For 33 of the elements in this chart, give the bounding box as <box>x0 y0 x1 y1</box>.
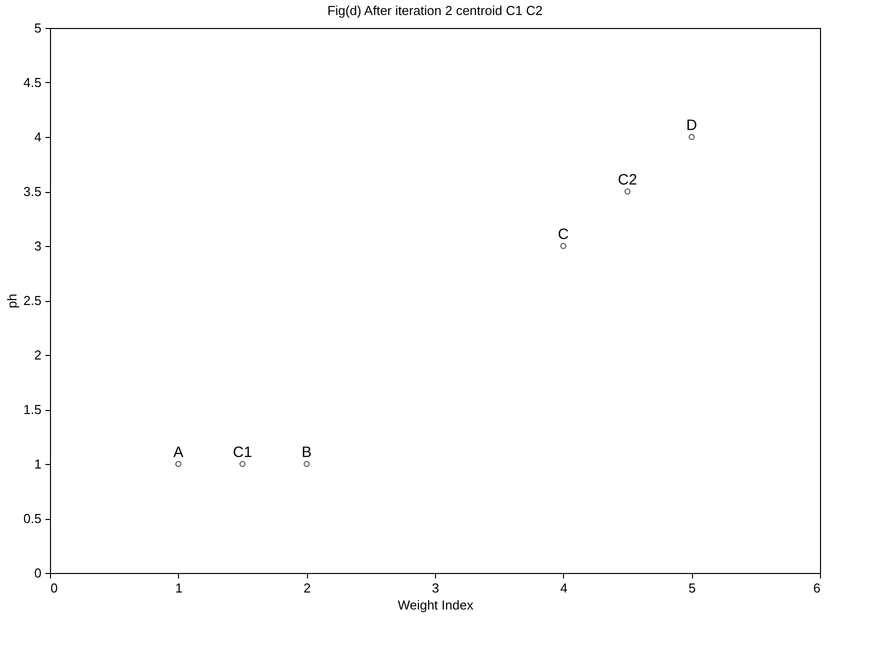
point <box>240 461 246 467</box>
point <box>175 461 182 467</box>
y-tick-label: 2 <box>34 348 42 362</box>
point <box>624 188 630 194</box>
annotation: B <box>302 444 312 461</box>
x-tick-label: 5 <box>688 580 696 596</box>
x-axis-title: Weight Index <box>398 598 474 612</box>
y-tick-label: 4.5 <box>23 75 42 90</box>
y-tick-label: 3.5 <box>23 184 42 199</box>
y-tick-label: 1.5 <box>23 402 42 417</box>
point <box>560 243 566 249</box>
x-tick-label: 3 <box>432 580 440 596</box>
y-tick-label: 2.5 <box>23 293 42 308</box>
annotation: C <box>558 226 569 243</box>
x-tick-label: 4 <box>560 580 568 596</box>
chart-title: Fig(d) After iteration 2 centroid C1 C2 <box>327 3 543 18</box>
y-tick-label: 3 <box>34 238 42 254</box>
annotation: A <box>173 444 184 461</box>
y-tick-label: 0.5 <box>23 511 42 526</box>
y-axis-title: ph <box>4 294 20 308</box>
y-tick-label: 5 <box>34 20 42 36</box>
annotation: C1 <box>232 444 252 461</box>
point <box>688 134 695 140</box>
annotation: C2 <box>618 172 638 188</box>
point <box>304 461 310 467</box>
annotation: D <box>686 117 698 134</box>
y-tick-label: 0 <box>34 566 42 580</box>
x-tick-label: 1 <box>175 580 182 596</box>
x-tick-label: 6 <box>813 580 820 596</box>
x-tick-label: 0 <box>50 580 58 596</box>
y-tick-label: 4 <box>34 130 42 144</box>
x-tick-label: 2 <box>304 580 311 596</box>
y-tick-label: 1 <box>34 456 42 472</box>
